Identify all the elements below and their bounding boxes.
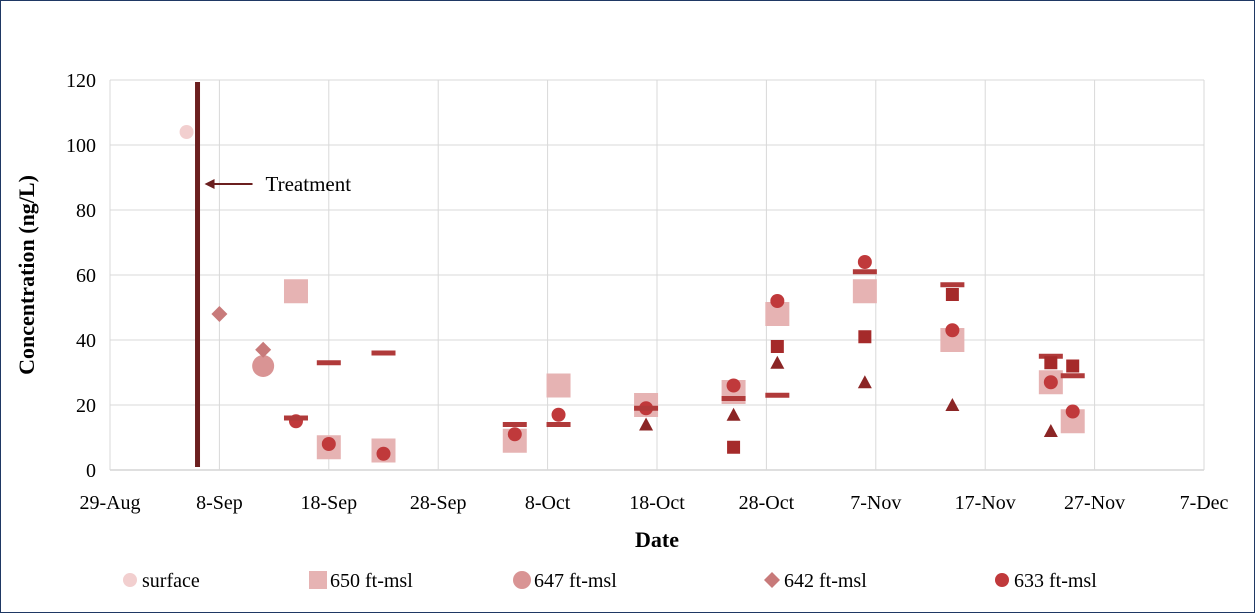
treatment-annotation: Treatment xyxy=(195,82,352,467)
data-point xyxy=(1043,375,1058,390)
treatment-arrowhead xyxy=(204,179,215,189)
data-point xyxy=(770,294,785,308)
data-point xyxy=(283,415,308,421)
series-2 xyxy=(252,355,275,377)
data-points xyxy=(179,125,1085,463)
y-tick-label: 20 xyxy=(76,395,96,417)
data-point xyxy=(852,269,877,275)
data-point xyxy=(945,398,960,411)
data-point xyxy=(316,360,341,366)
legend-label: 633 ft-msl xyxy=(1014,570,1097,592)
series-3 xyxy=(211,306,272,358)
legend-item: surface xyxy=(123,570,200,592)
legend-label: 647 ft-msl xyxy=(534,570,617,592)
legend-marker xyxy=(995,573,1009,587)
series-4 xyxy=(288,255,1080,461)
data-point xyxy=(770,340,784,353)
data-point xyxy=(252,355,275,377)
y-tick-label: 120 xyxy=(66,70,96,92)
data-point xyxy=(283,279,308,304)
data-point xyxy=(945,288,959,301)
x-tick-label: 27-Nov xyxy=(1064,492,1125,514)
data-point xyxy=(852,279,877,304)
data-point xyxy=(502,422,527,427)
data-point xyxy=(546,422,571,427)
legend-marker xyxy=(123,573,137,587)
data-point xyxy=(770,355,785,369)
y-tick-labels: 0 20 40 60 80 100 120 xyxy=(66,70,96,482)
data-point xyxy=(765,392,790,398)
x-tick-label: 28-Sep xyxy=(410,492,467,514)
x-tick-label: 7-Nov xyxy=(850,492,901,514)
series-5 xyxy=(283,269,1085,427)
legend-marker xyxy=(513,571,531,589)
legend-item: 642 ft-msl xyxy=(764,570,867,592)
legend-item: 647 ft-msl xyxy=(513,570,617,592)
data-point xyxy=(940,282,965,288)
treatment-label: Treatment xyxy=(266,172,352,196)
data-point xyxy=(857,255,872,269)
data-point xyxy=(179,125,194,139)
data-point xyxy=(727,440,741,454)
legend-item: 633 ft-msl xyxy=(995,570,1097,592)
x-tick-labels: 29-Aug 8-Sep 18-Sep 28-Sep 8-Oct 18-Oct 28-Oct… xyxy=(79,492,1228,514)
data-point xyxy=(945,323,960,338)
data-point xyxy=(211,306,228,322)
legend-label: 650 ft-msl xyxy=(330,570,413,592)
data-point xyxy=(1043,424,1058,437)
x-tick-label: 18-Sep xyxy=(300,492,357,514)
gridlines xyxy=(109,79,1205,471)
data-point xyxy=(1044,356,1058,370)
data-point xyxy=(551,407,566,422)
data-point xyxy=(546,373,571,398)
data-point xyxy=(858,330,872,344)
series-7 xyxy=(639,355,1058,437)
data-point xyxy=(1066,359,1080,373)
data-point xyxy=(639,417,654,431)
x-tick-label: 18-Oct xyxy=(629,492,685,514)
x-tick-label: 17-Nov xyxy=(955,492,1016,514)
legend-label: surface xyxy=(142,570,200,592)
series-6 xyxy=(727,288,1080,454)
y-tick-label: 40 xyxy=(76,330,96,352)
y-tick-label: 100 xyxy=(66,135,96,157)
data-point xyxy=(726,378,741,393)
legend-item: 650 ft-msl xyxy=(309,570,413,592)
legend-marker xyxy=(309,571,327,589)
data-point xyxy=(634,405,659,411)
y-axis-title: Concentration (ng/L) xyxy=(14,175,39,375)
y-tick-label: 0 xyxy=(86,460,96,482)
data-point xyxy=(857,375,872,389)
legend-marker xyxy=(764,572,780,588)
x-tick-label: 8-Sep xyxy=(196,492,243,514)
data-point xyxy=(1065,404,1080,419)
legend: surface 650 ft-msl 647 ft-msl 642 ft-msl 633… xyxy=(123,570,1097,592)
data-point xyxy=(321,437,336,451)
y-tick-label: 60 xyxy=(76,265,96,287)
series-1 xyxy=(283,279,1085,463)
data-point xyxy=(507,427,522,442)
data-point xyxy=(721,396,746,401)
data-point xyxy=(1060,373,1085,379)
x-tick-label: 29-Aug xyxy=(79,492,140,514)
data-point xyxy=(376,446,391,461)
data-point xyxy=(371,350,396,356)
x-tick-label: 7-Dec xyxy=(1180,492,1229,514)
series-0 xyxy=(179,125,194,139)
y-tick-label: 80 xyxy=(76,200,96,222)
data-point xyxy=(726,407,741,421)
x-axis-title: Date xyxy=(635,527,679,552)
legend-label: 642 ft-msl xyxy=(784,570,867,592)
data-point xyxy=(255,341,272,358)
x-tick-label: 28-Oct xyxy=(739,492,795,514)
x-tick-label: 8-Oct xyxy=(525,492,571,514)
